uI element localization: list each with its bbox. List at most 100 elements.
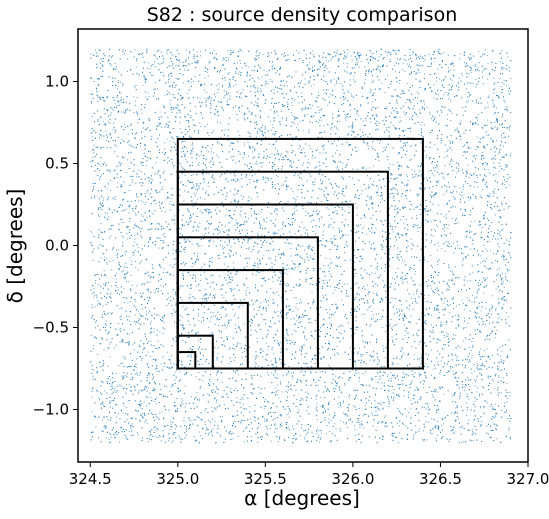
data-point xyxy=(297,309,299,311)
data-point xyxy=(132,284,133,286)
data-point xyxy=(403,206,405,208)
data-point xyxy=(129,320,130,322)
data-point xyxy=(241,67,243,69)
data-point xyxy=(190,356,192,358)
data-point xyxy=(291,102,293,104)
data-point xyxy=(183,146,185,148)
data-point xyxy=(337,248,339,250)
data-point xyxy=(118,80,119,82)
data-point xyxy=(121,430,123,432)
data-point xyxy=(255,136,257,138)
data-point xyxy=(358,372,360,374)
data-point xyxy=(411,267,413,269)
data-point xyxy=(287,85,288,87)
data-point xyxy=(236,397,238,399)
data-point xyxy=(172,106,174,108)
data-point xyxy=(441,347,443,349)
data-point xyxy=(423,60,425,62)
data-point xyxy=(354,435,356,437)
data-point xyxy=(480,255,482,257)
data-point xyxy=(396,112,398,114)
data-point xyxy=(469,248,471,250)
data-point xyxy=(141,54,143,56)
data-point xyxy=(262,355,264,357)
data-point xyxy=(495,308,497,309)
data-point xyxy=(432,280,434,282)
data-point xyxy=(308,69,309,70)
data-point xyxy=(303,315,305,316)
data-point xyxy=(219,289,221,291)
data-point xyxy=(449,161,451,162)
data-point xyxy=(213,351,215,353)
data-point xyxy=(98,399,100,401)
data-point xyxy=(405,102,407,103)
data-point xyxy=(385,116,387,118)
data-point xyxy=(277,310,279,312)
data-point xyxy=(105,258,107,260)
data-point xyxy=(103,259,105,261)
data-point xyxy=(334,375,336,377)
data-point xyxy=(332,292,334,294)
data-point xyxy=(369,359,371,361)
data-point xyxy=(371,232,373,234)
data-point xyxy=(206,428,208,430)
data-point xyxy=(204,271,205,273)
data-point xyxy=(272,281,274,283)
data-point xyxy=(328,96,330,98)
data-point xyxy=(212,175,213,177)
data-point xyxy=(411,380,413,382)
data-point xyxy=(362,240,364,242)
data-point xyxy=(368,72,370,74)
data-point xyxy=(177,387,178,389)
data-point xyxy=(303,147,305,149)
data-point xyxy=(187,81,189,83)
data-point xyxy=(175,311,177,313)
data-point xyxy=(155,82,156,84)
data-point xyxy=(262,241,264,243)
data-point xyxy=(194,106,196,108)
data-point xyxy=(154,66,156,68)
data-point xyxy=(271,144,273,146)
data-point xyxy=(234,357,236,358)
data-point xyxy=(126,436,127,438)
data-point xyxy=(430,314,432,316)
data-point xyxy=(381,318,383,320)
data-point xyxy=(255,52,257,53)
data-point xyxy=(299,279,301,281)
data-point xyxy=(135,410,137,412)
data-point xyxy=(464,317,465,319)
data-point xyxy=(222,59,224,61)
data-point xyxy=(158,315,160,317)
data-point xyxy=(433,175,435,177)
data-point xyxy=(99,170,100,171)
data-point xyxy=(212,240,214,242)
data-point xyxy=(192,227,194,229)
data-point xyxy=(307,406,309,408)
data-point xyxy=(265,319,267,321)
data-point xyxy=(354,360,356,362)
data-point xyxy=(162,71,164,73)
data-point xyxy=(319,281,321,283)
data-point xyxy=(243,350,245,352)
data-point xyxy=(502,377,504,379)
data-point xyxy=(379,370,381,372)
data-point xyxy=(415,58,417,60)
data-point xyxy=(267,400,268,402)
data-point xyxy=(229,144,231,146)
data-point xyxy=(365,414,367,415)
data-point xyxy=(475,65,477,67)
data-point xyxy=(298,244,299,246)
data-point xyxy=(501,392,503,394)
data-point xyxy=(278,229,280,231)
data-point xyxy=(146,99,148,101)
data-point xyxy=(348,322,350,324)
data-point xyxy=(451,112,453,114)
data-point xyxy=(214,390,216,392)
data-point xyxy=(333,140,335,142)
data-point xyxy=(112,248,114,249)
data-point xyxy=(338,108,340,110)
data-point xyxy=(505,312,507,314)
data-point xyxy=(501,256,503,258)
data-point xyxy=(447,227,449,229)
data-point xyxy=(331,57,333,59)
